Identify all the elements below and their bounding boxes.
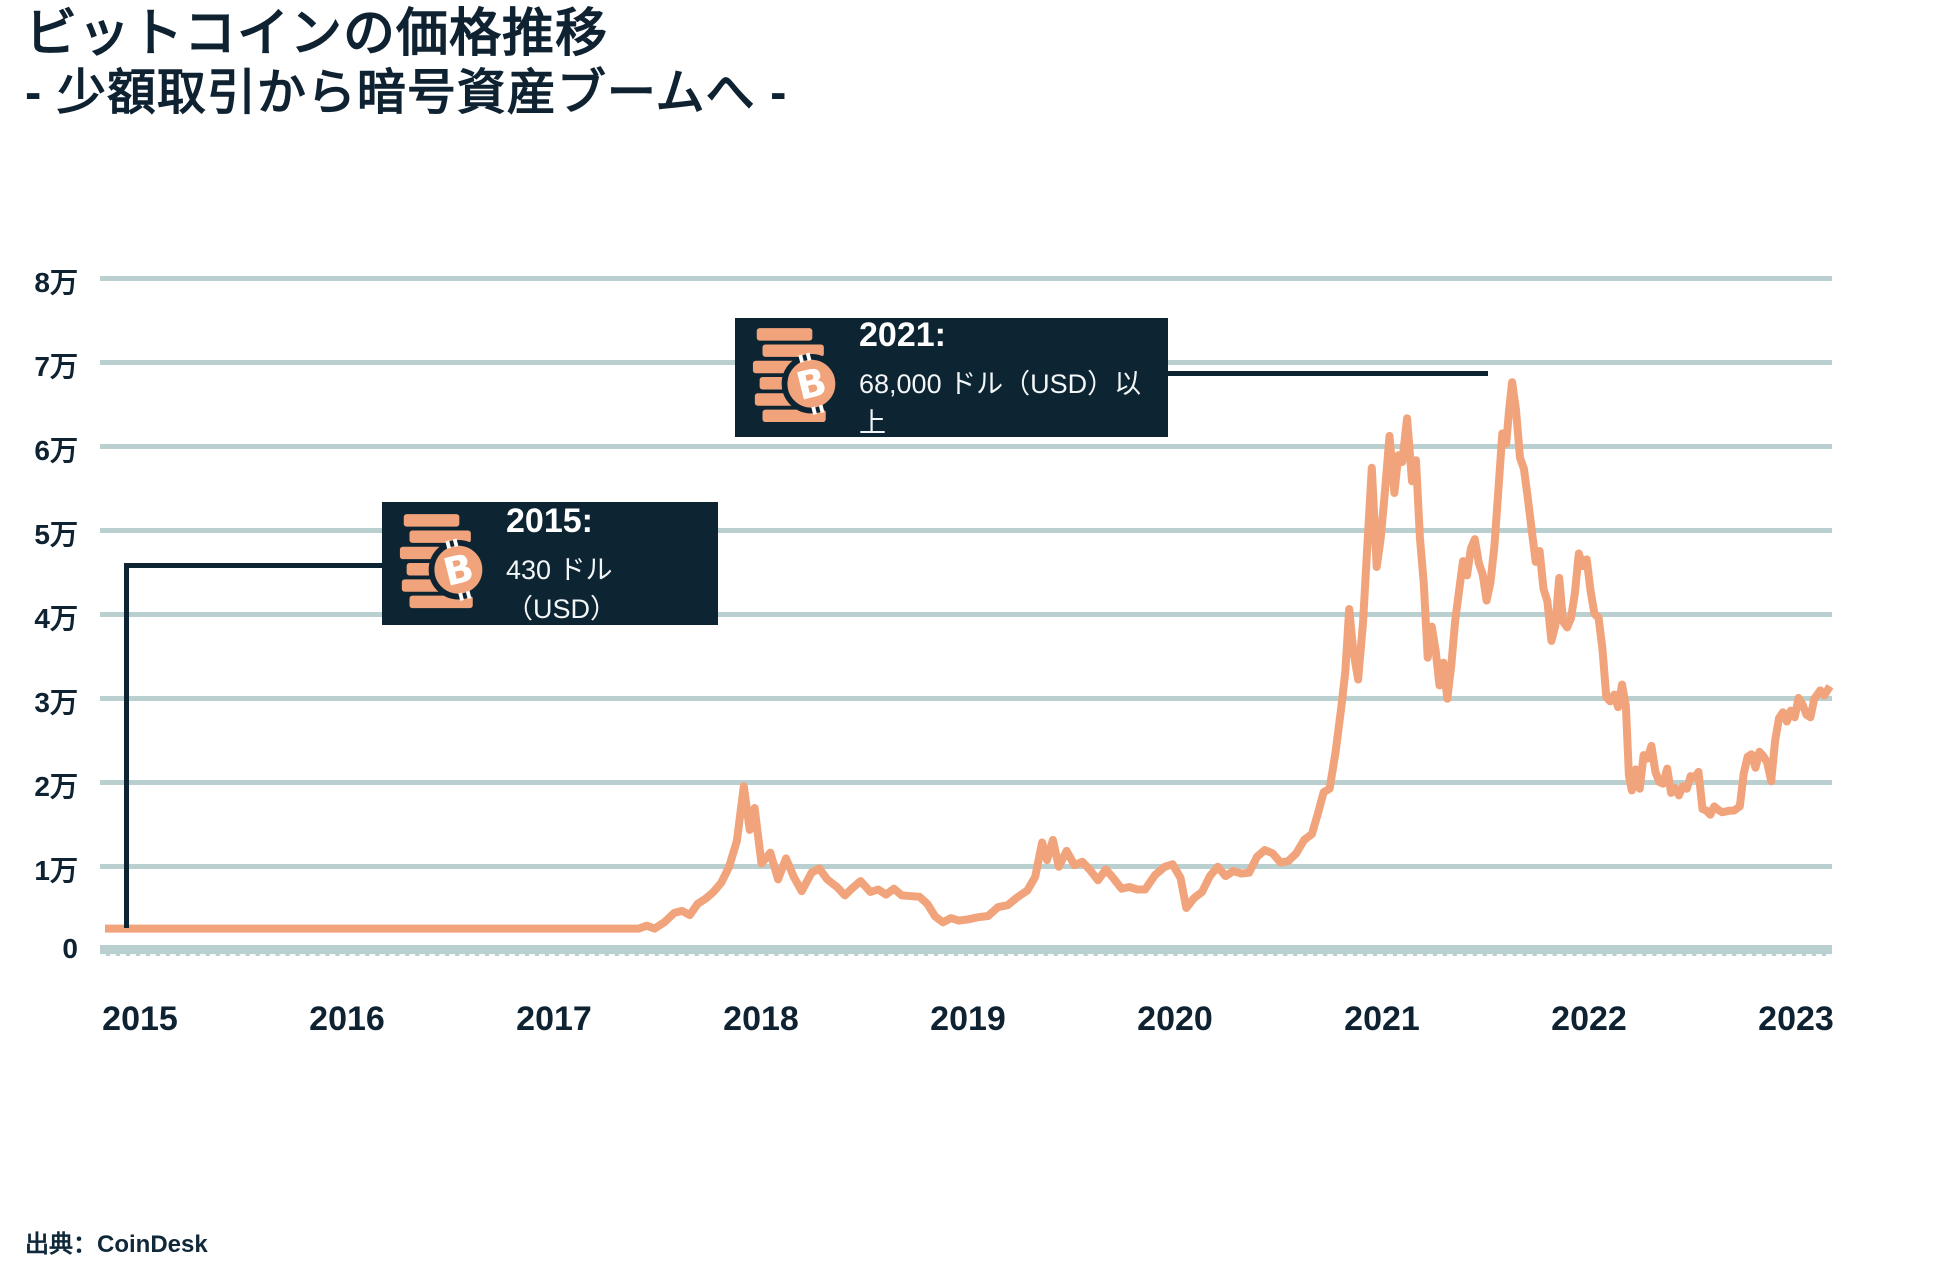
x-axis-baseline xyxy=(100,944,1832,956)
y-axis-label: 8万 xyxy=(34,267,78,298)
x-axis-label: 2017 xyxy=(516,1000,592,1038)
bitcoin-coin-stack-icon: B xyxy=(399,514,489,609)
callout-2015: B 2015: 430 ドル（USD） xyxy=(382,502,718,625)
gridline xyxy=(100,695,1832,701)
y-axis-label: 4万 xyxy=(34,603,78,634)
x-axis-label: 2016 xyxy=(309,1000,385,1038)
y-axis-label: 3万 xyxy=(34,687,78,718)
y-axis-label: 0 xyxy=(62,933,78,964)
y-axis-label: 7万 xyxy=(34,351,78,382)
bitcoin-price-line xyxy=(105,378,1834,933)
title-line-2: - 少額取引から暗号資産ブームへ - xyxy=(25,66,788,121)
gridline xyxy=(100,611,1832,617)
callout-2021: B 2021: 68,000 ドル（USD）以上 xyxy=(735,315,1168,438)
gridline xyxy=(100,863,1832,869)
y-axis-label: 1万 xyxy=(34,855,78,886)
x-axis-label: 2015 xyxy=(102,1000,178,1038)
y-axis-label: 5万 xyxy=(34,519,78,550)
gridline xyxy=(100,779,1832,785)
y-axis-label: 6万 xyxy=(34,435,78,466)
gridline xyxy=(100,275,1832,281)
callout-2015-heading: 2015: xyxy=(506,501,593,540)
x-axis-label: 2019 xyxy=(930,1000,1006,1038)
x-axis-label: 2020 xyxy=(1137,1000,1213,1038)
x-axis-label: 2021 xyxy=(1344,1000,1420,1038)
gridline xyxy=(100,443,1832,449)
callout-2021-connector-horizontal xyxy=(1166,371,1488,376)
callout-2021-heading: 2021: xyxy=(859,315,946,354)
y-axis-label: 2万 xyxy=(34,771,78,802)
source-note: 出典：CoinDesk xyxy=(25,1231,208,1258)
title-line-1: ビットコインの価格推移 xyxy=(25,5,609,63)
callout-2015-connector-vertical xyxy=(124,563,129,928)
chart-title: ビットコインの価格推移 - 少額取引から暗号資産ブームへ - xyxy=(25,4,787,123)
callout-2015-value: 430 ドル（USD） xyxy=(506,554,618,624)
x-axis-label: 2022 xyxy=(1551,1000,1627,1038)
x-axis-label: 2018 xyxy=(723,1000,799,1038)
bitcoin-coin-stack-icon: B xyxy=(752,328,842,423)
x-axis-label: 2023 xyxy=(1758,1000,1834,1038)
callout-2021-value: 68,000 ドル（USD）以上 xyxy=(859,368,1142,438)
callout-2015-connector-horizontal xyxy=(124,563,386,568)
gridline xyxy=(100,527,1832,533)
